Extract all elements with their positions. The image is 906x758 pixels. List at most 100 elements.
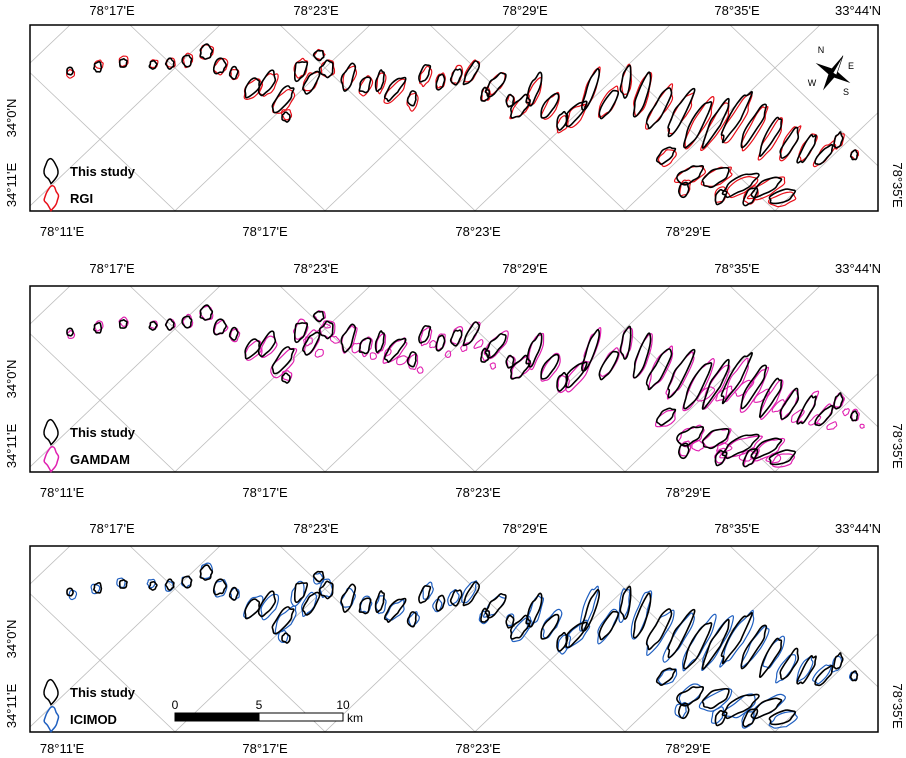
bottom-tick-label: 78°11'E [40,224,85,239]
glacier-outline-gamdam [369,352,378,360]
glacier-outline-this-study [619,585,632,620]
legend-label: This study [70,164,136,179]
glacier-outline-this-study [701,358,730,410]
glacier-outline-this-study [701,687,730,710]
glacier-outline-this-study [720,611,753,665]
top-tick-label: 78°29'E [502,3,548,18]
glacier-outline-this-study [632,592,652,639]
legend-label: This study [70,685,136,700]
compass-label-s: S [843,87,849,97]
glacier-outline-this-study [768,449,797,466]
glacier-outline-this-study [462,60,480,86]
glacier-outline-icimod [260,593,280,621]
glacier-outline-this-study [849,149,859,161]
top-tick-label: 78°17'E [89,261,135,276]
left-tick-label: 34°11'E [4,424,19,469]
top-tick-label: 78°17'E [89,3,135,18]
glacier-outline-rgi [165,57,176,68]
top-tick-label: 78°23'E [293,261,339,276]
glacier-outline-this-study [758,637,783,678]
glacier-outline-this-study [484,72,507,98]
glacier-outline-gamdam [648,345,674,389]
glacier-outline-this-study [768,709,797,726]
glacier-outline-this-study [779,126,800,159]
glacier-outline-icimod [557,634,572,655]
glacier-outline-this-study [814,143,834,166]
graticule-line [429,286,626,472]
glacier-outline-this-study [740,103,768,149]
glacier-outline-this-study [750,176,783,199]
bottom-tick-label: 78°17'E [242,224,288,239]
glacier-outline-this-study [714,449,728,467]
glacier-outline-this-study [435,594,446,612]
glacier-outline-this-study [480,86,491,102]
glacier-outline-this-study [383,76,407,102]
glacier-outline-this-study [340,583,357,613]
glacier-outline-this-study [701,427,730,450]
glacier-outline-this-study [742,708,759,728]
left-tick-label: 34°0'N [4,360,19,399]
glacier-outline-this-study [293,61,309,83]
glacier-outline-this-study [565,100,588,128]
glacier-outline-this-study [779,387,800,420]
glacier-outline-this-study [619,325,632,360]
glacier-outline-this-study [66,66,74,76]
glacier-outline-this-study [677,181,690,199]
glacier-outline-icimod [796,656,814,683]
glacier-outline-this-study [796,134,817,164]
graticule-line [30,333,176,472]
legend-swatch [43,705,60,733]
glacier-outline-this-study [509,354,531,380]
glacier-outline-this-study [814,404,834,427]
bottom-tick-label: 78°29'E [665,485,711,500]
glacier-outline-icimod [300,591,318,618]
glacier-outline-this-study [779,647,800,680]
glacier-outline-this-study [581,588,601,632]
glacier-outline-this-study [93,581,103,594]
glacier-outline-gamdam [396,355,409,366]
glacier-outline-gamdam [702,364,731,410]
glacier-outline-gamdam [759,379,784,420]
left-tick-label: 34°11'E [4,684,19,729]
graticule-line [624,25,821,211]
glacier-outline-rgi [720,93,753,144]
glacier-outline-this-study [164,318,175,331]
left-tick-label: 34°0'N [4,99,19,138]
glacier-outline-icimod [510,616,533,643]
graticule-line [30,593,176,732]
glacier-outline-this-study [181,575,193,589]
glacier-outline-this-study [66,327,74,337]
glacier-outline-this-study [565,621,588,649]
top-tick-label: 78°35'E [714,521,760,536]
glacier-outline-this-study [418,64,432,83]
glacier-outline-this-study [118,58,128,68]
glacier-outline-this-study [525,592,543,628]
map-frame [29,24,879,212]
bottom-tick-label: 78°11'E [40,485,85,500]
glacier-outline-this-study [66,587,74,597]
glacier-outline-icimod [146,578,156,589]
glacier-outline-this-study [480,347,491,363]
map-panel-icimod: 78°17'E 78°23'E 78°29'E 78°35'E 33°44'N 78°11… [4,521,905,756]
glacier-outline-rgi [684,96,715,150]
glacier-outline-icimod [662,612,695,663]
glacier-outline-gamdam [682,358,715,412]
glacier-outline-gamdam [826,421,838,431]
glacier-outline-this-study [683,362,713,410]
graticule-line [129,25,326,211]
glacier-outline-this-study [676,685,705,707]
glacier-outline-this-study [302,591,321,616]
glacier-outline-this-study [796,395,817,425]
compass-label-w: W [808,78,817,88]
glacier-outline-this-study [849,670,859,682]
graticule-line [129,546,326,732]
graticule-line [324,25,521,211]
legend-label: GAMDAM [70,452,130,467]
graticule-line [474,286,671,472]
glacier-outline-this-study [181,315,193,329]
glacier-outline-this-study [312,49,325,62]
legend-swatch [43,418,59,446]
glacier-outline-gamdam [460,344,468,353]
glacier-outline-icimod [618,588,631,624]
